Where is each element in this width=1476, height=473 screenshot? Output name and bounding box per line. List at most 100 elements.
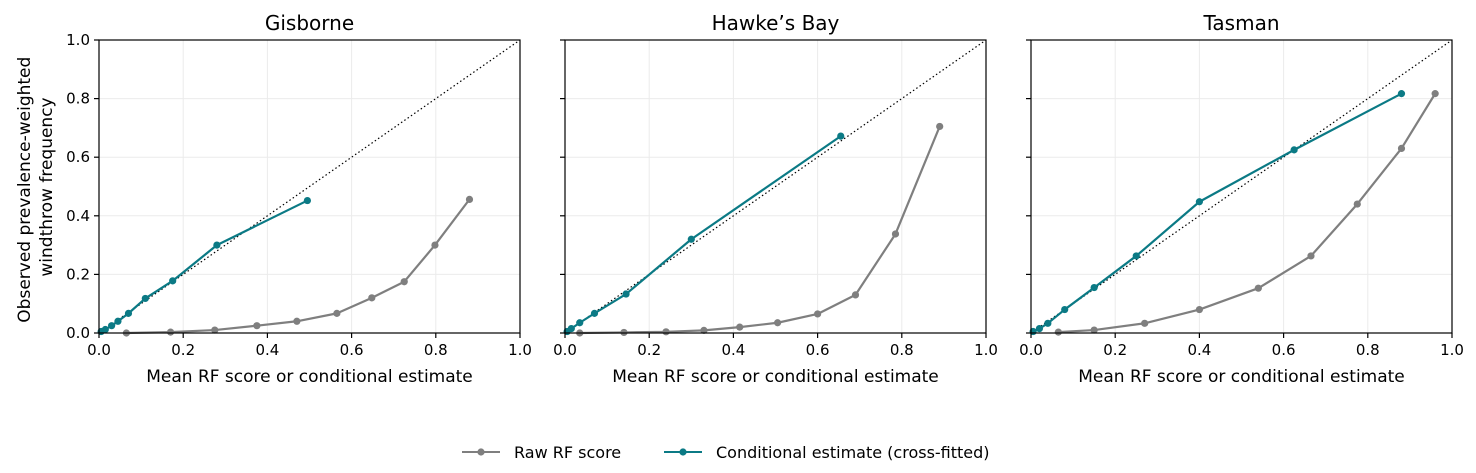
identity-reference-line [1030, 39, 1453, 334]
series-raw-point [774, 319, 782, 327]
legend-raw-marker [477, 448, 485, 456]
series-raw-point [662, 328, 670, 336]
series-conditional-point [1132, 252, 1140, 260]
series-conditional-point [101, 325, 109, 334]
series-raw-point [166, 328, 175, 336]
series-raw-point [1090, 326, 1098, 334]
series-conditional-point [1290, 146, 1298, 154]
panel-3: 0.0 0.2 0.4 0.6 0.8 1.0 Tasman Mean RF score or… [1019, 11, 1464, 387]
x-tick-label: 1.0 [508, 341, 532, 359]
x-tick-label: 0.4 [1187, 341, 1211, 359]
x-tick-label: 0.4 [721, 341, 745, 359]
series-conditional-point [567, 325, 575, 333]
series-raw-point [851, 291, 860, 299]
x-tick-label: 1.0 [1440, 341, 1464, 359]
y-tick-label: 0.4 [66, 207, 90, 225]
y-tick-label: 0.0 [66, 324, 90, 342]
x-tick-label: 0.2 [171, 341, 195, 359]
series-raw-point [1431, 90, 1439, 98]
series-conditional-point [108, 322, 116, 330]
series-raw-point [736, 323, 744, 331]
series-conditional-point [114, 317, 122, 325]
x-axis-label: Mean RF score or conditional estimate [146, 367, 473, 387]
x-tick-label: 0.8 [1356, 341, 1380, 359]
legend-conditional-label: Conditional estimate (cross-fitted) [716, 443, 990, 462]
series-conditional-point [1195, 198, 1203, 206]
series-raw-point [400, 278, 408, 286]
series-raw-point [814, 310, 822, 318]
series-conditional-point [1061, 305, 1069, 314]
series-raw-point [1141, 319, 1149, 327]
panel-1: 0.0 0.2 0.4 0.6 0.8 1.0 0.0 0.2 0.4 0.6 0.8 1.0 Gisb… [66, 11, 532, 387]
axes-frame [564, 39, 987, 334]
identity-reference-line [564, 39, 987, 334]
x-tick-label: 0.8 [890, 341, 914, 359]
x-tick-label: 0.6 [1272, 341, 1296, 359]
series-raw-point [368, 294, 376, 302]
series-raw-point [211, 326, 219, 334]
x-tick-label: 0.6 [340, 341, 364, 359]
series-conditional-point [1035, 325, 1044, 333]
y-axis-label-line1: Observed prevalence-weighted [15, 57, 35, 323]
series-raw-point [253, 322, 261, 330]
series-raw-point [700, 326, 708, 334]
series-raw-point [1397, 144, 1406, 153]
y-axis-label-line2: windthrow frequency [37, 97, 57, 276]
series-conditional-point [169, 277, 177, 285]
series-conditional-point [590, 309, 599, 317]
series-raw-line [579, 126, 941, 335]
x-tick-label: 0.2 [637, 341, 661, 359]
series-conditional-line [566, 135, 842, 333]
legend-raw-label: Raw RF score [514, 443, 621, 462]
axes-frame [98, 39, 521, 334]
panel-2: 0.0 0.2 0.4 0.6 0.8 1.0 Hawke’s Bay Mean RF sco… [553, 11, 998, 387]
y-axis-label: Observed prevalence-weighted windthrow f… [15, 51, 57, 322]
series-conditional-point [303, 196, 311, 205]
y-tick-label: 1.0 [66, 31, 90, 49]
axes-frame [1030, 39, 1453, 334]
x-tick-label: 0.8 [424, 341, 448, 359]
legend: Raw RF score Conditional estimate (cross… [462, 443, 990, 462]
series-conditional-point [124, 309, 133, 317]
x-tick-label: 0.0 [1019, 341, 1043, 359]
panel-title: Tasman [1203, 11, 1280, 35]
series-raw-point [1195, 305, 1203, 314]
x-axis-label: Mean RF score or conditional estimate [612, 367, 939, 387]
x-tick-label: 0.2 [1103, 341, 1127, 359]
series-conditional-point [1044, 319, 1052, 327]
series-raw-point [1054, 328, 1062, 336]
y-tick-label: 0.2 [66, 265, 90, 283]
series-conditional-point [576, 319, 584, 327]
x-axis-label: Mean RF score or conditional estimate [1078, 367, 1405, 387]
x-tick-label: 0.6 [806, 341, 830, 359]
x-tick-label: 0.0 [553, 341, 577, 359]
series-conditional-point [1397, 90, 1406, 98]
x-tick-label: 0.4 [255, 341, 279, 359]
series-raw-point [1353, 200, 1361, 208]
series-conditional-line [100, 199, 308, 333]
series-conditional-point [687, 235, 695, 243]
series-raw-point [293, 317, 301, 325]
series-raw-point [431, 241, 439, 249]
x-tick-label: 1.0 [974, 341, 998, 359]
series-raw-point [1307, 252, 1315, 260]
series-raw-point [333, 309, 341, 317]
series-conditional-point [837, 132, 845, 140]
series-raw-point [1254, 284, 1262, 292]
panel-title: Hawke’s Bay [712, 11, 840, 35]
series-conditional-point [141, 294, 149, 303]
legend-conditional-marker [679, 448, 687, 456]
series-conditional-point [1090, 283, 1098, 292]
series-conditional-point [213, 241, 221, 249]
series-conditional-point [622, 290, 630, 298]
series-raw-point [936, 122, 944, 131]
series-raw-point [891, 230, 900, 238]
y-tick-label: 0.8 [66, 90, 90, 108]
identity-reference-line [98, 39, 521, 334]
x-tick-label: 0.0 [87, 341, 111, 359]
series-raw-point [465, 195, 474, 203]
y-tick-label: 0.6 [66, 148, 90, 166]
series-raw-line [126, 198, 471, 335]
panel-title: Gisborne [265, 11, 354, 35]
